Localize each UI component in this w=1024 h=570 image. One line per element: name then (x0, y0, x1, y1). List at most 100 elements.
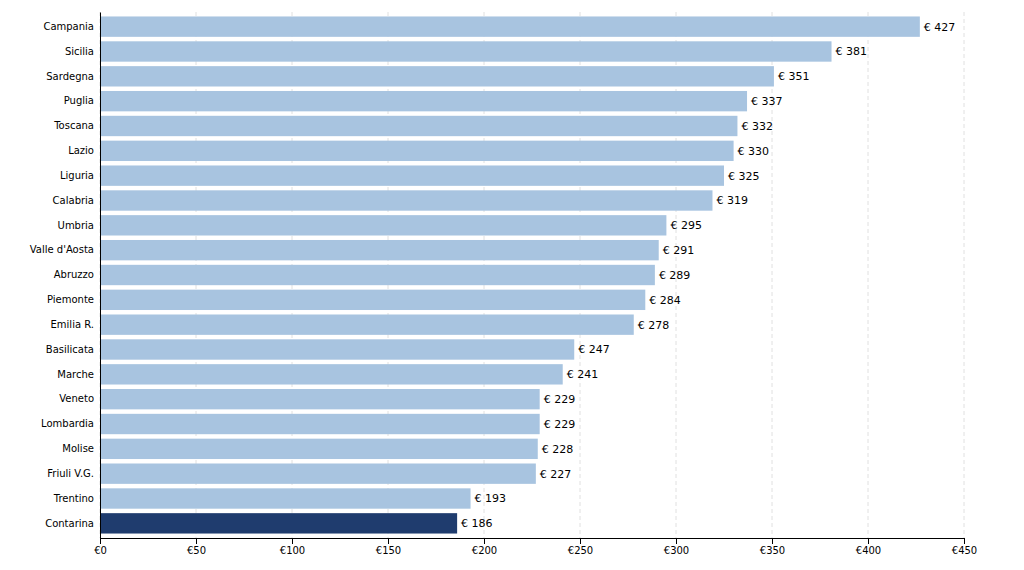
x-tick-mark (196, 538, 197, 544)
bar (100, 116, 737, 136)
bar (100, 290, 645, 310)
y-tick: Calabria (53, 195, 100, 206)
y-tick-label: Liguria (60, 170, 94, 181)
x-tick-mark (484, 538, 485, 544)
data-label: € 332 (741, 120, 773, 133)
y-axis: Contarina Trentino Friuli V.G. Molise Lombar… (30, 13, 101, 539)
y-tick-label: Emilia R. (51, 319, 94, 330)
y-tick-label: Friuli V.G. (47, 468, 94, 479)
y-tick-label: Calabria (53, 195, 94, 206)
x-tick-label: €150 (376, 545, 401, 556)
y-tick-label: Marche (57, 369, 94, 380)
data-label: € 351 (778, 70, 810, 83)
y-tick-label: Lazio (68, 145, 94, 156)
y-tick: Sardegna (46, 71, 100, 82)
data-label: € 295 (670, 219, 702, 232)
y-axis-line (100, 13, 101, 539)
bar (100, 190, 712, 210)
x-tick: €350 (760, 538, 785, 556)
data-label: € 278 (638, 319, 670, 332)
data-label: € 186 (461, 517, 493, 530)
data-label: € 247 (578, 343, 610, 356)
data-label: € 229 (544, 418, 576, 431)
grid-line (964, 12, 965, 538)
x-tick: €400 (856, 538, 881, 556)
y-tick: Puglia (64, 95, 100, 106)
y-tick: Emilia R. (51, 319, 100, 330)
x-tick-label: €300 (664, 545, 689, 556)
y-tick: Friuli V.G. (47, 468, 100, 479)
bars (100, 16, 920, 533)
y-tick: Lazio (68, 145, 100, 156)
x-tick-label: €200 (472, 545, 497, 556)
y-tick: Marche (57, 369, 100, 380)
bar (100, 463, 536, 483)
data-label: € 330 (738, 145, 770, 158)
bar (100, 16, 920, 36)
y-tick: Contarina (45, 518, 100, 529)
y-tick: Veneto (59, 393, 100, 404)
x-tick: €0 (94, 538, 107, 556)
y-tick: Molise (62, 443, 100, 454)
bar (100, 513, 457, 533)
y-tick: Lombardia (41, 418, 100, 429)
grid-line (100, 12, 101, 538)
y-tick-label: Abruzzo (54, 269, 94, 280)
data-label: € 291 (663, 244, 695, 257)
y-tick: Trentino (53, 493, 100, 504)
data-label: € 284 (649, 294, 681, 307)
data-label: € 229 (544, 393, 576, 406)
data-label: € 193 (475, 492, 507, 505)
x-tick: €150 (376, 538, 401, 556)
y-tick-label: Basilicata (46, 344, 94, 355)
y-tick: Umbria (58, 220, 100, 231)
x-tick-label: €350 (760, 545, 785, 556)
x-tick-label: €250 (568, 545, 593, 556)
x-tick: €100 (280, 538, 305, 556)
bar (100, 389, 540, 409)
y-tick-label: Lombardia (41, 418, 94, 429)
y-tick: Basilicata (46, 344, 100, 355)
x-tick-mark (580, 538, 581, 544)
grid-line (772, 12, 773, 538)
x-tick-label: €50 (187, 545, 206, 556)
x-tick: €300 (664, 538, 689, 556)
y-tick: Piemonte (47, 294, 100, 305)
x-tick-label: €100 (280, 545, 305, 556)
x-tick-mark (388, 538, 389, 544)
y-tick: Campania (43, 21, 100, 32)
bar (100, 439, 538, 459)
y-tick-label: Trentino (53, 493, 94, 504)
x-tick-label: €400 (856, 545, 881, 556)
y-tick: Liguria (60, 170, 100, 181)
data-label: € 337 (751, 95, 783, 108)
data-label: € 228 (542, 443, 574, 456)
x-tick-mark (964, 538, 965, 544)
y-tick: Sicilia (65, 46, 100, 57)
bar (100, 66, 774, 86)
bar (100, 339, 574, 359)
y-tick-label: Valle d'Aosta (30, 244, 94, 255)
data-label: € 227 (540, 468, 572, 481)
x-tick-mark (868, 538, 869, 544)
y-tick-label: Veneto (59, 393, 94, 404)
y-tick-label: Toscana (53, 120, 94, 131)
bar (100, 364, 563, 384)
data-label: € 381 (836, 45, 868, 58)
y-tick-label: Sicilia (65, 46, 94, 57)
x-tick: €250 (568, 538, 593, 556)
data-labels: € 186€ 193€ 227€ 228€ 229€ 229€ 241€ 247… (461, 21, 955, 531)
x-tick-mark (676, 538, 677, 544)
y-tick: Valle d'Aosta (30, 244, 100, 255)
y-tick-label: Piemonte (47, 294, 94, 305)
data-label: € 427 (924, 21, 956, 34)
y-tick-label: Sardegna (46, 71, 94, 82)
bar (100, 215, 666, 235)
bar (100, 141, 734, 161)
x-tick-mark (772, 538, 773, 544)
x-tick-label: €0 (94, 545, 107, 556)
x-axis-line (101, 539, 965, 545)
data-label: € 325 (728, 170, 760, 183)
x-tick: €200 (472, 538, 497, 556)
y-tick: Abruzzo (54, 269, 100, 280)
